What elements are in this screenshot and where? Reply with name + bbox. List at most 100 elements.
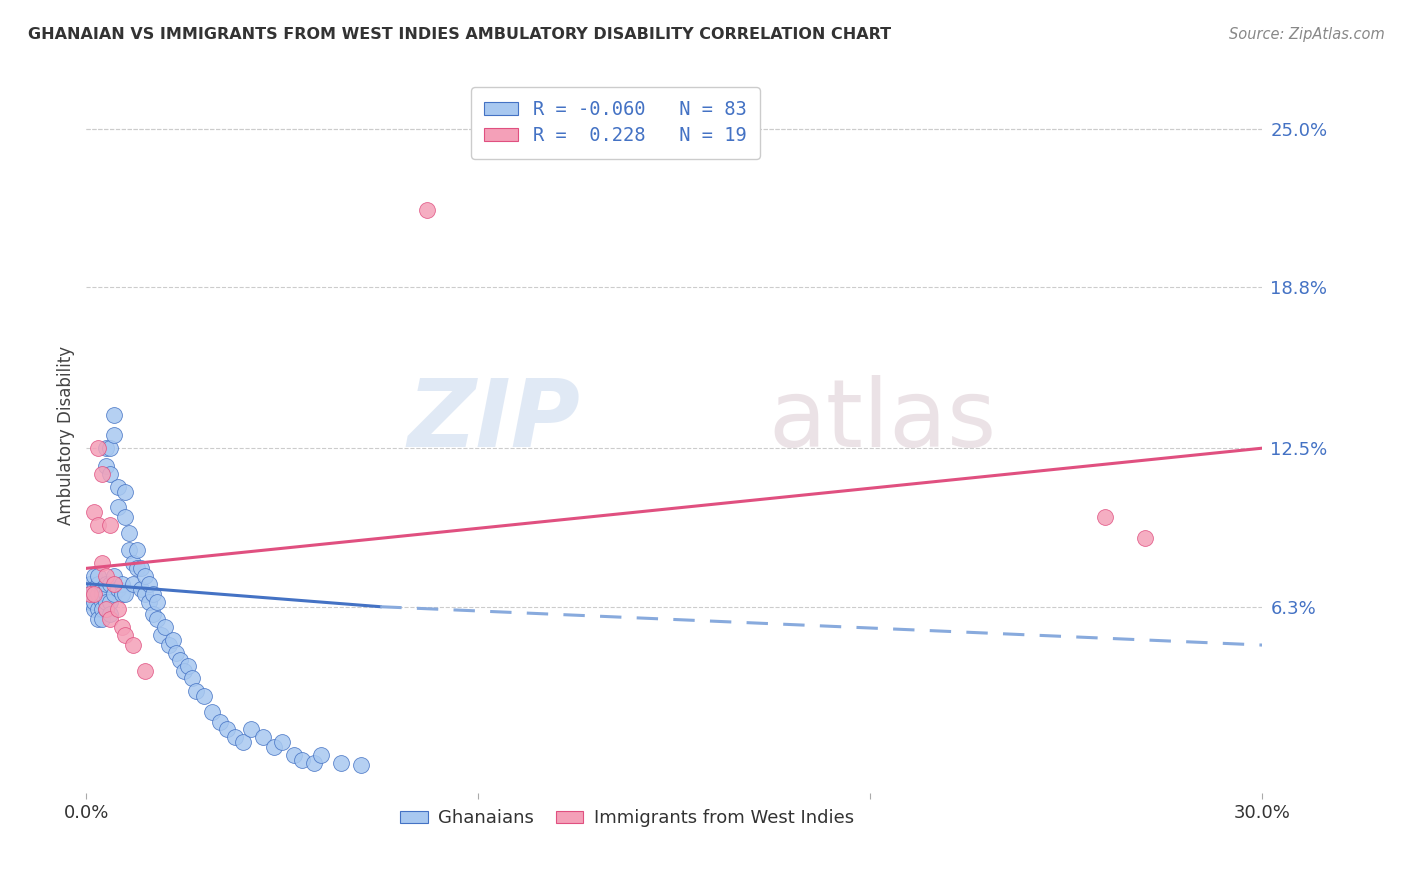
Point <box>181 671 204 685</box>
Point <box>232 735 254 749</box>
Point <box>330 756 353 770</box>
Point <box>177 658 200 673</box>
Point <box>91 602 114 616</box>
Point <box>138 594 160 608</box>
Point <box>193 689 215 703</box>
Point <box>118 525 141 540</box>
Point <box>162 632 184 647</box>
Point <box>94 587 117 601</box>
Point <box>311 747 333 762</box>
Point <box>98 594 121 608</box>
Point <box>83 582 105 596</box>
Point <box>127 561 149 575</box>
Point <box>291 753 314 767</box>
Point <box>83 602 105 616</box>
Point <box>103 408 125 422</box>
Point <box>110 587 132 601</box>
Point <box>169 653 191 667</box>
Point <box>114 510 136 524</box>
Point <box>173 664 195 678</box>
Point <box>98 441 121 455</box>
Point <box>83 587 105 601</box>
Point <box>149 628 172 642</box>
Point <box>134 664 156 678</box>
Point <box>129 582 152 596</box>
Point <box>107 500 129 514</box>
Point <box>87 576 110 591</box>
Point <box>302 756 325 770</box>
Point <box>208 714 231 729</box>
Point <box>134 569 156 583</box>
Point <box>79 587 101 601</box>
Legend: Ghanaians, Immigrants from West Indies: Ghanaians, Immigrants from West Indies <box>394 802 860 834</box>
Point <box>114 587 136 601</box>
Point <box>142 607 165 622</box>
Point <box>118 543 141 558</box>
Point <box>103 587 125 601</box>
Point <box>416 203 439 218</box>
Point <box>110 576 132 591</box>
Point <box>91 612 114 626</box>
Point <box>87 569 110 583</box>
Point <box>79 576 101 591</box>
Point <box>83 594 105 608</box>
Text: atlas: atlas <box>768 375 997 467</box>
Point <box>283 747 305 762</box>
Point <box>184 684 207 698</box>
Point <box>87 612 110 626</box>
Point <box>87 602 110 616</box>
Point <box>350 758 373 772</box>
Point <box>114 484 136 499</box>
Point <box>87 517 110 532</box>
Point <box>224 730 246 744</box>
Point <box>252 730 274 744</box>
Point <box>107 479 129 493</box>
Point <box>94 602 117 616</box>
Point <box>271 735 294 749</box>
Point <box>1133 531 1156 545</box>
Point <box>103 576 125 591</box>
Point <box>122 576 145 591</box>
Point <box>138 576 160 591</box>
Point <box>103 428 125 442</box>
Point <box>157 638 180 652</box>
Point <box>94 602 117 616</box>
Point <box>94 576 117 591</box>
Point <box>107 602 129 616</box>
Point <box>94 459 117 474</box>
Text: Source: ZipAtlas.com: Source: ZipAtlas.com <box>1229 27 1385 42</box>
Point <box>153 620 176 634</box>
Point <box>91 594 114 608</box>
Point <box>94 441 117 455</box>
Point <box>122 556 145 570</box>
Point <box>217 723 239 737</box>
Point <box>83 587 105 601</box>
Point <box>91 467 114 481</box>
Point <box>83 505 105 519</box>
Point <box>239 723 262 737</box>
Point <box>87 441 110 455</box>
Point <box>107 582 129 596</box>
Point <box>110 620 132 634</box>
Point <box>114 628 136 642</box>
Point <box>1094 510 1116 524</box>
Point <box>134 587 156 601</box>
Point <box>122 638 145 652</box>
Point <box>91 587 114 601</box>
Y-axis label: Ambulatory Disability: Ambulatory Disability <box>58 346 75 525</box>
Point <box>201 705 224 719</box>
Point <box>79 594 101 608</box>
Point <box>146 594 169 608</box>
Point <box>98 576 121 591</box>
Point <box>83 569 105 583</box>
Point <box>87 587 110 601</box>
Point <box>263 740 285 755</box>
Point <box>79 587 101 601</box>
Point <box>129 561 152 575</box>
Point <box>98 467 121 481</box>
Point <box>103 569 125 583</box>
Point <box>165 646 187 660</box>
Point <box>94 594 117 608</box>
Point <box>146 612 169 626</box>
Text: ZIP: ZIP <box>408 375 581 467</box>
